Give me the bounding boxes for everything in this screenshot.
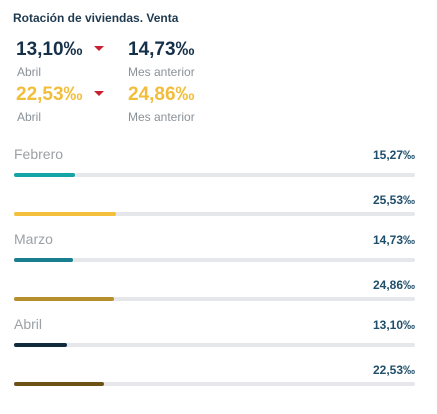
category-label-febrero: Febrero	[14, 146, 64, 162]
kpi-previous-label-2: Mes anterior	[128, 110, 195, 124]
bar-fill	[14, 382, 105, 386]
kpi-previous-value-1: 14,73‰	[128, 39, 195, 60]
category-label-marzo: Marzo	[14, 231, 53, 247]
bar-fill	[14, 343, 67, 347]
chart-title: Rotación de viviendas. Venta	[13, 11, 179, 25]
trend-down-icon	[94, 91, 104, 96]
category-label-abril: Abril	[14, 316, 43, 332]
bar-value-label: 15,27‰	[372, 148, 415, 162]
bar-value-label: 14,73‰	[372, 233, 415, 247]
bar-track	[14, 343, 415, 347]
bar-fill	[14, 258, 74, 262]
kpi-previous-label-1: Mes anterior	[128, 65, 195, 79]
bar-track	[14, 258, 415, 262]
kpi-current-value-1: 13,10‰	[16, 39, 83, 60]
bar-track	[14, 173, 415, 177]
kpi-current-label-2: Abril	[17, 110, 42, 124]
bar-value-label: 25,53‰	[372, 193, 415, 207]
trend-down-icon	[94, 46, 104, 51]
bar-value-label: 13,10‰	[372, 318, 415, 332]
bar-track	[14, 212, 415, 216]
bar-value-label: 24,86‰	[372, 278, 415, 292]
bar-track	[14, 297, 415, 301]
bar-fill	[14, 173, 76, 177]
bar-fill	[14, 212, 117, 216]
kpi-current-value-2: 22,53‰	[16, 84, 83, 105]
bar-value-label: 22,53‰	[372, 363, 415, 377]
kpi-current-label-1: Abril	[17, 65, 42, 79]
bar-fill	[14, 297, 114, 301]
bar-track	[14, 382, 415, 386]
kpi-previous-value-2: 24,86‰	[128, 84, 195, 105]
